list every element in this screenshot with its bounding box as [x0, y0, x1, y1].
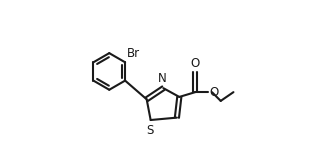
Text: N: N: [158, 72, 167, 85]
Text: Br: Br: [127, 47, 140, 60]
Text: O: O: [191, 57, 200, 70]
Text: O: O: [209, 86, 219, 99]
Text: S: S: [146, 123, 154, 137]
